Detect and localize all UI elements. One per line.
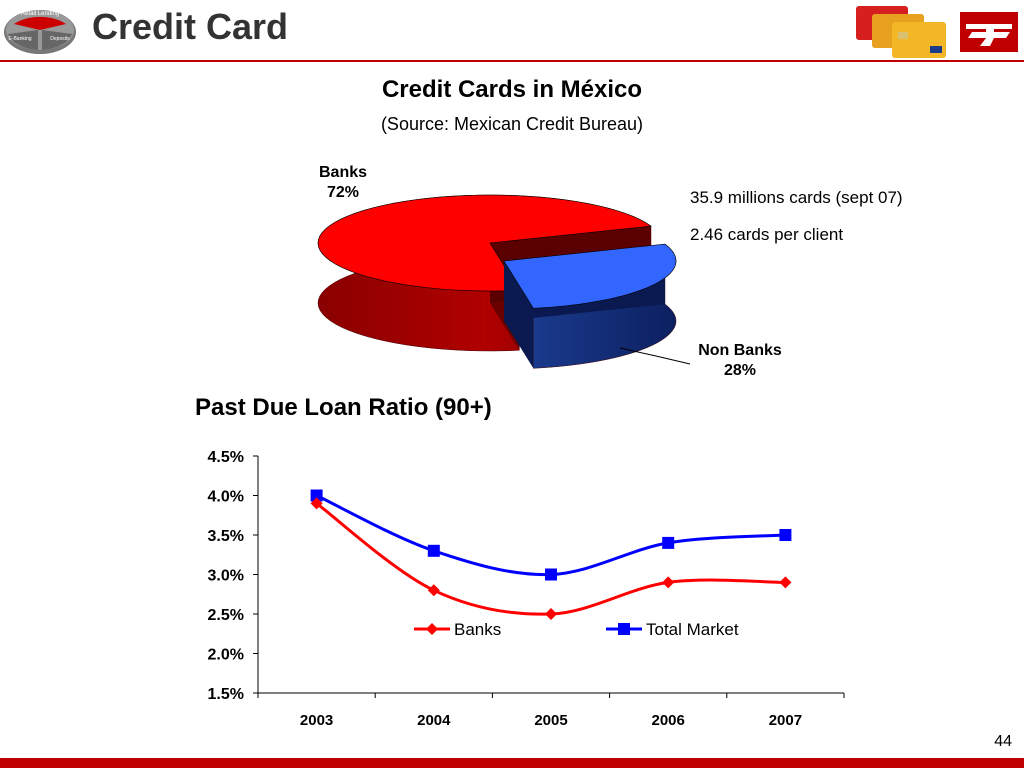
x-tick-label: 2007 <box>769 712 802 729</box>
stat-total-cards: 35.9 millions cards (sept 07) <box>690 188 903 207</box>
stat-cards-per-client: 2.46 cards per client <box>690 225 844 244</box>
pie-chart-subtitle: (Source: Mexican Credit Bureau) <box>380 114 644 134</box>
pie-label-nonbanks-value: 28% <box>723 362 757 379</box>
brand-logo <box>960 12 1018 52</box>
point-total-market <box>310 489 323 502</box>
legend-label-total-market: Total Market <box>646 620 739 639</box>
pie-label-banks-value: 72% <box>326 184 360 201</box>
point-banks <box>310 497 323 510</box>
header-divider <box>0 60 1024 62</box>
y-tick-label: 2.0% <box>208 647 244 664</box>
x-tick-label: 2005 <box>534 712 567 729</box>
pie-label-banks-name: Banks <box>318 164 368 181</box>
page-title: Credit Card <box>92 6 289 47</box>
y-tick-label: 2.5% <box>208 607 244 624</box>
point-total-market <box>779 529 792 541</box>
badge-label-retail: Retail Lending <box>21 11 59 17</box>
y-tick-label: 1.5% <box>208 686 244 703</box>
series-line-total-market <box>315 494 786 577</box>
series-line-banks <box>315 502 786 616</box>
x-tick-label: 2006 <box>652 712 685 729</box>
pie-slice-nonbanks <box>503 243 677 369</box>
line-chart-title: Past Due Loan Ratio (90+) <box>195 394 492 421</box>
page-number: 44 <box>994 733 1012 750</box>
x-tick-label: 2003 <box>300 712 333 729</box>
point-total-market <box>545 568 557 581</box>
credit-cards-image <box>856 6 946 58</box>
legend-marker <box>426 623 438 635</box>
pie-chart <box>317 194 691 369</box>
point-banks <box>427 584 440 597</box>
y-tick-label: 4.0% <box>208 489 244 506</box>
point-banks <box>662 576 675 589</box>
pie-label-nonbanks: Non Banks 28% <box>688 342 792 380</box>
footer-bar <box>0 758 1024 768</box>
point-banks <box>779 576 792 589</box>
segment-badge-logo: Retail Lending E-Banking Deposits <box>4 10 76 54</box>
point-total-market <box>662 536 675 549</box>
badge-label-deposits: Deposits <box>50 36 70 42</box>
pie-label-banks: Banks 72% <box>308 164 378 202</box>
y-tick-label: 3.0% <box>208 568 244 585</box>
point-banks <box>545 608 557 620</box>
y-tick-label: 4.5% <box>208 449 244 466</box>
legend-label-banks: Banks <box>454 620 501 639</box>
legend-marker <box>618 623 630 635</box>
point-total-market <box>427 544 440 557</box>
pie-leader-line <box>619 347 691 365</box>
x-tick-label: 2004 <box>417 712 451 729</box>
y-tick-label: 3.5% <box>208 528 244 545</box>
pie-label-nonbanks-name: Non Banks <box>698 342 782 359</box>
pie-chart-title: Credit Cards in México <box>381 76 643 103</box>
badge-label-ebanking: E-Banking <box>8 36 31 42</box>
